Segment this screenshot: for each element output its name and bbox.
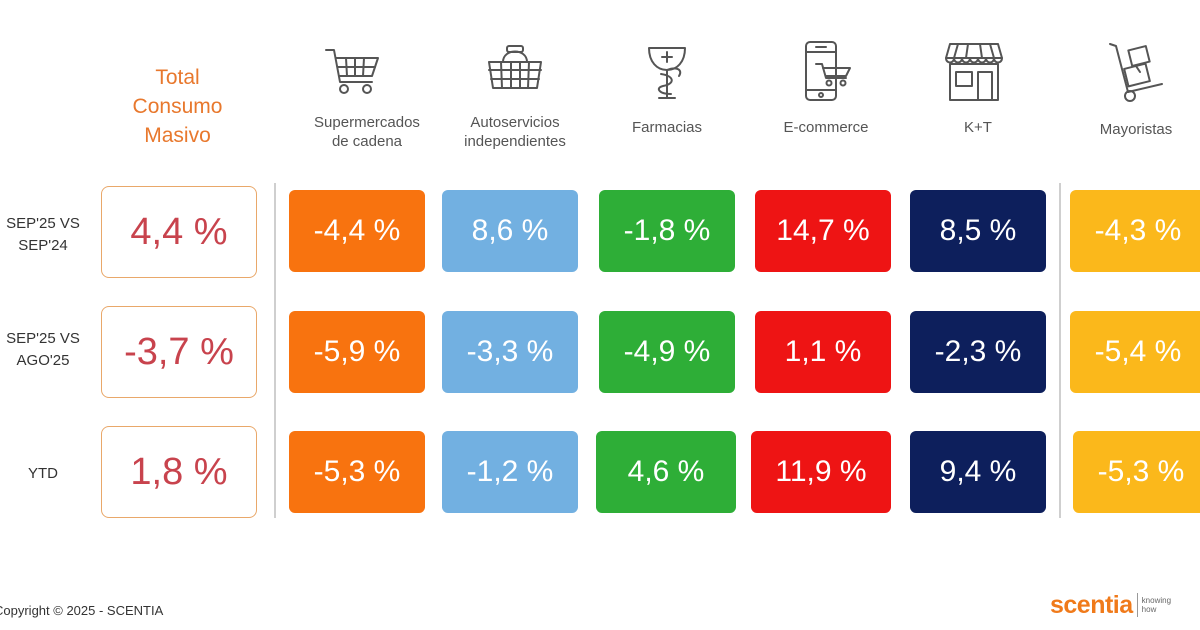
- brand-tagline: knowing how: [1142, 596, 1171, 614]
- row-label-ytd: YTD: [0, 463, 86, 485]
- total-value-box: -3,7 %: [101, 306, 257, 398]
- row-label-sep25-vs-sep24: SEP'25 VS SEP'24: [0, 213, 86, 257]
- total-header-line: Consumo: [132, 95, 223, 118]
- channel-label-line: Mayoristas: [1099, 121, 1173, 138]
- value-cell-autoservicios: 8,6 %: [442, 190, 578, 272]
- value-cell-farmacias: -4,9 %: [599, 311, 735, 393]
- brand-separator: [1136, 593, 1138, 617]
- shopping-basket-icon: [485, 40, 545, 104]
- channel-label-mayoristas: Mayoristas: [1056, 120, 1200, 139]
- brand-tagline-line: knowing: [1141, 596, 1172, 605]
- divider-line: [1059, 183, 1061, 518]
- value-cell-mayoristas: -4,3 %: [1070, 190, 1200, 272]
- channel-label-line: Farmacias: [631, 119, 702, 136]
- row-label-sep25-vs-ago25: SEP'25 VS AGO'25: [0, 328, 86, 372]
- copyright-text: Copyright © 2025 - SCENTIA: [0, 603, 164, 618]
- value-cell-supermercados: -5,3 %: [289, 431, 425, 513]
- hand-truck-icon: [1106, 40, 1166, 104]
- divider-line: [274, 183, 276, 518]
- total-header-line: Total: [155, 66, 200, 89]
- value-cell-autoservicios: -1,2 %: [442, 431, 578, 513]
- channel-label-supermercados: Supermercados de cadena: [287, 113, 447, 151]
- shopping-cart-icon: [322, 40, 382, 104]
- brand-name: scentia: [1050, 590, 1133, 619]
- channel-label-line: Supermercados: [314, 114, 420, 131]
- channel-label-line: de cadena: [331, 133, 403, 150]
- channel-label-ecommerce: E-commerce: [746, 118, 906, 137]
- value-cell-mayoristas: -5,3 %: [1073, 431, 1200, 513]
- value-cell-kt: 9,4 %: [910, 431, 1046, 513]
- channel-label-line: E-commerce: [783, 119, 869, 136]
- channel-label-line: independientes: [464, 133, 566, 150]
- channel-label-autoservicios: Autoservicios independientes: [435, 113, 595, 151]
- value-cell-farmacias: -1,8 %: [599, 190, 735, 272]
- row-label-line: SEP'25 VS: [6, 330, 80, 347]
- row-label-line: SEP'25 VS: [6, 215, 80, 232]
- channel-label-kt: K+T: [898, 118, 1058, 137]
- value-cell-kt: -2,3 %: [910, 311, 1046, 393]
- value-cell-supermercados: -4,4 %: [289, 190, 425, 272]
- value-cell-ecommerce: 14,7 %: [755, 190, 891, 272]
- row-label-line: SEP'24: [18, 237, 68, 254]
- brand-tagline-line: how: [1141, 605, 1157, 614]
- storefront-icon: [944, 40, 1004, 104]
- channel-label-farmacias: Farmacias: [587, 118, 747, 137]
- scentia-logo: scentia knowing how: [1050, 588, 1171, 622]
- value-cell-supermercados: -5,9 %: [289, 311, 425, 393]
- value-cell-autoservicios: -3,3 %: [442, 311, 578, 393]
- total-value-box: 1,8 %: [101, 426, 257, 518]
- channel-label-line: K+T: [964, 119, 992, 136]
- channel-label-line: Autoservicios: [470, 114, 560, 131]
- pharmacy-caduceus-icon: [637, 40, 697, 104]
- total-consumo-masivo-header: Total Consumo Masivo: [100, 63, 255, 150]
- phone-cart-icon: [796, 40, 856, 104]
- row-label-line: AGO'25: [16, 352, 70, 369]
- value-cell-ecommerce: 11,9 %: [751, 431, 891, 513]
- value-cell-kt: 8,5 %: [910, 190, 1046, 272]
- total-header-line: Masivo: [144, 124, 211, 147]
- total-value-box: 4,4 %: [101, 186, 257, 278]
- value-cell-mayoristas: -5,4 %: [1070, 311, 1200, 393]
- row-label-line: YTD: [28, 465, 58, 482]
- value-cell-farmacias: 4,6 %: [596, 431, 736, 513]
- value-cell-ecommerce: 1,1 %: [755, 311, 891, 393]
